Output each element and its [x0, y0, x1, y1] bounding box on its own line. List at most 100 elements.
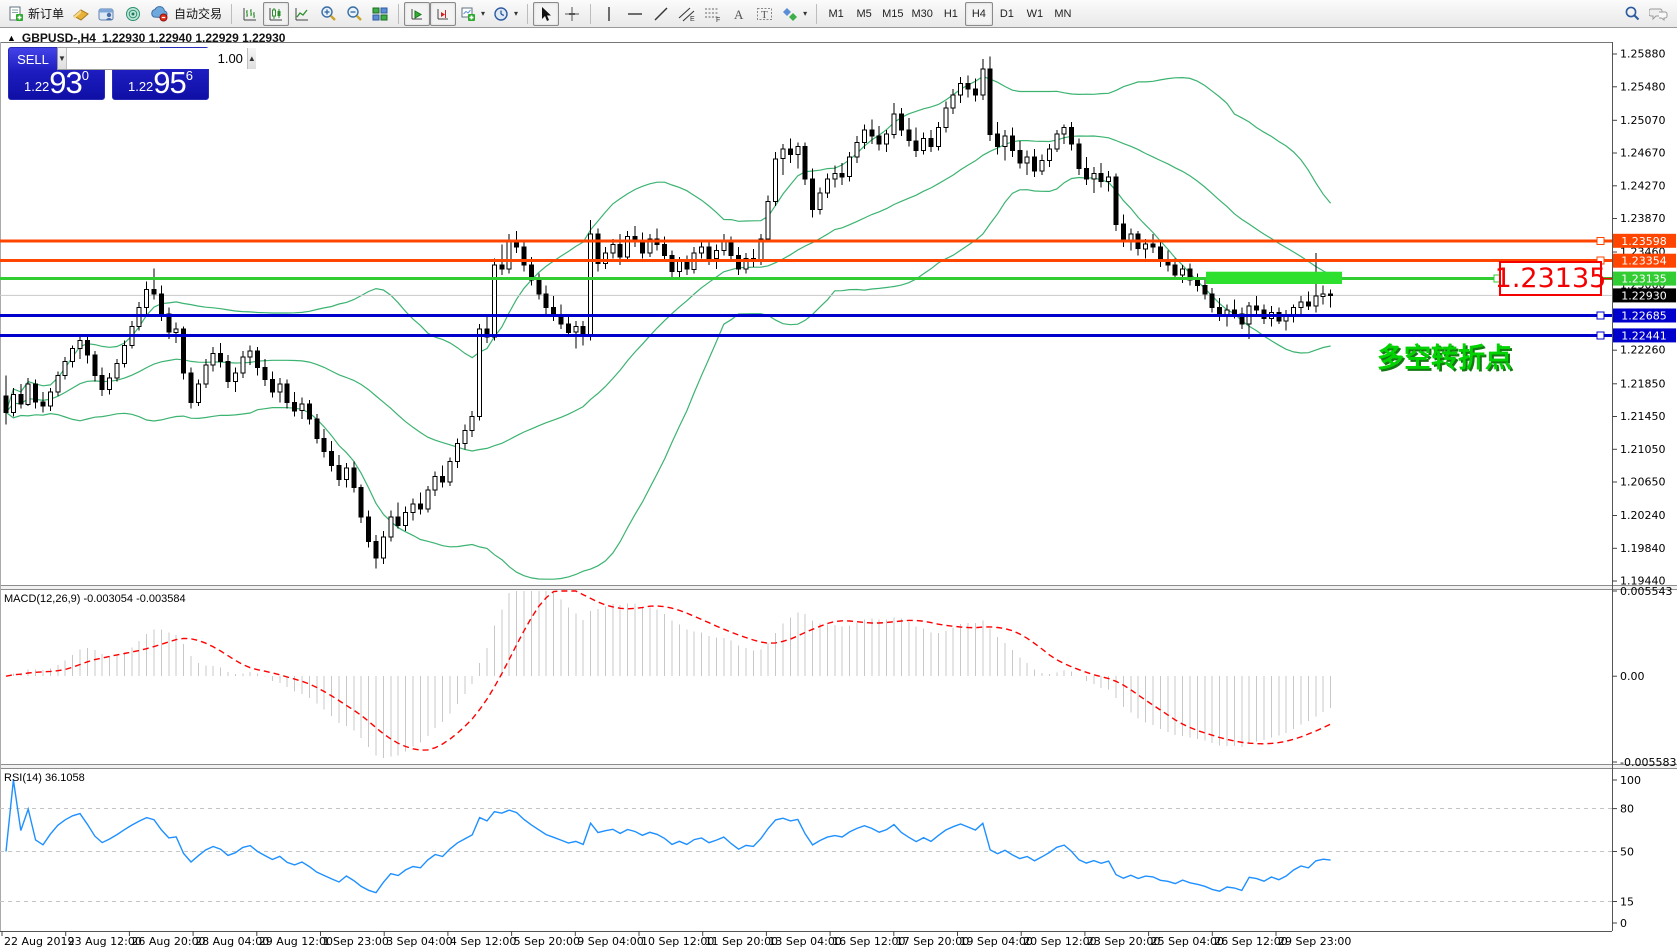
rsi-line: [5, 779, 1331, 894]
toolbar-gold-button[interactable]: [68, 2, 94, 26]
chart-title: ▲ GBPUSD-,H4 1.22930 1.22940 1.22929 1.2…: [7, 31, 285, 45]
toolbar-separator: [527, 3, 529, 24]
svg-text:25 Sep 04:00: 25 Sep 04:00: [1151, 935, 1224, 948]
period-selector-button[interactable]: ▾: [489, 2, 522, 26]
svg-text:1.22685: 1.22685: [1621, 310, 1667, 323]
text-button[interactable]: A: [726, 2, 752, 26]
macd-label: MACD(12,26,9) -0.003054 -0.003584: [4, 593, 186, 605]
autoscroll-button[interactable]: [404, 1, 431, 26]
symbol-period: GBPUSD-,H4: [21, 31, 96, 45]
svg-text:1.21450: 1.21450: [1620, 410, 1666, 423]
toolbar-separator: [231, 3, 233, 24]
big-price-label[interactable]: 1.23135: [1495, 261, 1612, 296]
svg-text:1.22441: 1.22441: [1621, 329, 1667, 342]
new-order-button[interactable]: 新订单: [4, 2, 68, 26]
tile-windows-button[interactable]: [367, 2, 393, 26]
svg-text:1.22930: 1.22930: [1621, 289, 1667, 302]
horizontal-line-button[interactable]: [622, 2, 648, 26]
svg-text:1.23598: 1.23598: [1621, 235, 1667, 248]
chat-button[interactable]: [1645, 2, 1673, 26]
svg-text:10 Sep 12:00: 10 Sep 12:00: [641, 935, 714, 948]
fibonacci-button[interactable]: F: [700, 2, 726, 26]
tf-button-mn[interactable]: MN: [1054, 7, 1072, 20]
tf-button-m15[interactable]: M15: [882, 7, 904, 20]
signal-button[interactable]: [120, 2, 146, 26]
autotrading-button[interactable]: 自动交易: [146, 2, 226, 26]
svg-text:5 Sep 20:00: 5 Sep 20:00: [514, 935, 580, 948]
svg-text:多空转折点: 多空转折点: [1379, 344, 1514, 376]
profile-window-button[interactable]: [94, 2, 120, 26]
line-chart-icon: [294, 6, 310, 22]
svg-text:0.00: 0.00: [1620, 670, 1645, 683]
sell-price-sup: 0: [81, 68, 90, 83]
buy-price: 1.22 95 6: [113, 67, 208, 98]
clock-icon: [493, 6, 509, 22]
trendline-button[interactable]: [648, 2, 674, 26]
cursor-button[interactable]: [533, 1, 560, 26]
sell-price-big: 93: [49, 65, 82, 100]
crosshair-button[interactable]: [559, 2, 585, 26]
line-handles[interactable]: [1493, 236, 1605, 340]
svg-text:1.25480: 1.25480: [1620, 80, 1666, 93]
search-icon: [1624, 5, 1641, 22]
chart-svg: 多空转折点 多空转折点 1.23135 1.25880 1.25480 1.2507…: [0, 28, 1677, 950]
autotrading-icon: [150, 5, 170, 22]
svg-text:20 Sep 12:00: 20 Sep 12:00: [1023, 935, 1096, 948]
tf-button-h1[interactable]: H1: [943, 7, 958, 20]
text-icon: A: [732, 6, 746, 22]
tf-button-m30[interactable]: M30: [911, 7, 933, 20]
toolbar-separator: [816, 3, 818, 24]
zoom-in-button[interactable]: [315, 2, 341, 26]
text-label-button[interactable]: T: [752, 2, 778, 26]
chart-canvas[interactable]: 多空转折点 多空转折点 1.23135 1.25880 1.25480 1.2507…: [0, 28, 1677, 950]
annotation-text[interactable]: 多空转折点 多空转折点: [1377, 342, 1514, 376]
svg-text:29 Sep 23:00: 29 Sep 23:00: [1278, 935, 1351, 948]
svg-text:50: 50: [1620, 846, 1634, 859]
tf-button-m1[interactable]: M1: [828, 7, 844, 20]
svg-text:0.005543: 0.005543: [1620, 585, 1673, 598]
svg-text:F: F: [716, 17, 720, 22]
volume-decrease-button[interactable]: ▼: [58, 48, 67, 69]
tf-button-w1[interactable]: W1: [1026, 7, 1044, 20]
chevron-down-icon: ▾: [514, 9, 519, 18]
tf-button-m5[interactable]: M5: [856, 7, 872, 20]
equidistant-channel-button[interactable]: E: [674, 2, 700, 26]
tf-button-d1[interactable]: D1: [999, 7, 1014, 20]
svg-text:11 Sep 20:00: 11 Sep 20:00: [705, 935, 778, 948]
zoom-out-button[interactable]: [341, 2, 367, 26]
cursor-icon: [539, 6, 553, 22]
new-chart-button[interactable]: ▾: [456, 2, 489, 26]
collapse-icon[interactable]: ▲: [7, 33, 16, 43]
chart-shift-button[interactable]: [430, 1, 457, 26]
volume-input[interactable]: [66, 48, 247, 69]
vertical-line-button[interactable]: [596, 2, 622, 26]
buy-price-small: 1.22: [127, 79, 154, 94]
svg-text:26 Aug 20:00: 26 Aug 20:00: [131, 935, 205, 948]
svg-text:100: 100: [1620, 774, 1641, 787]
gold-badge-icon: [72, 6, 90, 22]
candlestick-chart-icon: [268, 6, 284, 22]
search-button[interactable]: [1619, 2, 1645, 26]
zoom-in-icon: [320, 5, 337, 22]
user-window-icon: [98, 6, 116, 22]
line-chart-button[interactable]: [289, 2, 315, 26]
pane-borders: [0, 42, 1613, 932]
svg-text:1.21850: 1.21850: [1620, 377, 1666, 390]
macd-signal-line: [5, 590, 1331, 751]
new-chart-icon: [460, 6, 476, 22]
buy-price-big: 95: [153, 65, 186, 100]
volume-increase-button[interactable]: ▲: [246, 48, 256, 69]
shapes-button[interactable]: ▾: [778, 2, 811, 26]
sell-price-small: 1.22: [23, 79, 50, 94]
zone-rectangle[interactable]: [1206, 271, 1342, 284]
svg-text:1.20650: 1.20650: [1620, 476, 1666, 489]
bar-chart-button[interactable]: [237, 2, 263, 26]
crosshair-icon: [564, 6, 580, 22]
pane-separators[interactable]: [0, 585, 1677, 769]
tile-windows-icon: [372, 6, 388, 22]
horizontal-lines[interactable]: [0, 239, 1612, 337]
svg-text:T: T: [761, 9, 768, 21]
candlestick-chart-button[interactable]: [263, 1, 290, 26]
tf-button-h4[interactable]: H4: [964, 1, 993, 26]
new-order-label: 新订单: [28, 7, 65, 21]
